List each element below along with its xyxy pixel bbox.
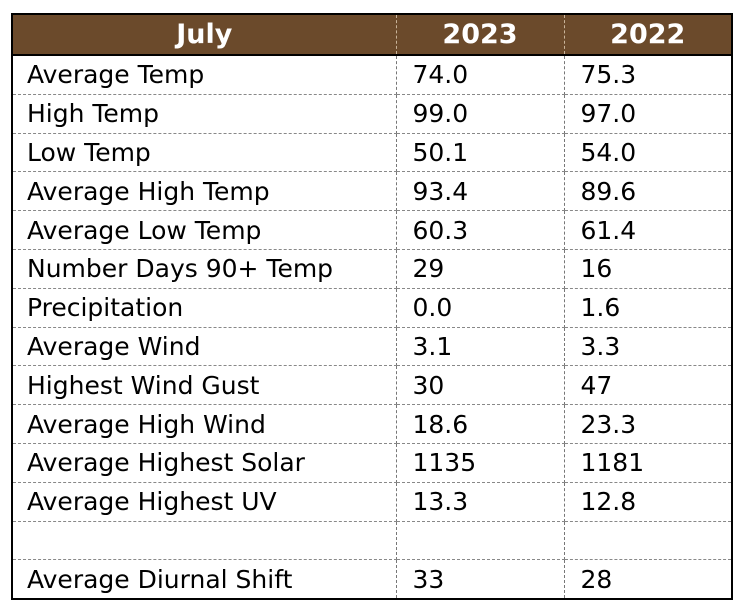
value-2022: 54.0 [563, 132, 733, 173]
header-year-2023: 2023 [395, 13, 565, 56]
metric-label [11, 520, 397, 561]
value-2023: 33 [395, 559, 565, 601]
table-row: Average Highest UV 13.3 12.8 [11, 481, 733, 522]
table-row: Highest Wind Gust 30 47 [11, 365, 733, 406]
metric-label: Average Highest UV [11, 481, 397, 522]
metric-label: Average Highest Solar [11, 442, 397, 483]
value-2023: 74.0 [395, 54, 565, 95]
value-2023: 93.4 [395, 171, 565, 212]
table-row: Precipitation 0.0 1.6 [11, 287, 733, 328]
empty-row [11, 520, 733, 561]
weather-comparison-table-container: July 2023 2022 Average Temp 74.0 75.3 Hi… [11, 13, 733, 601]
value-2023: 99.0 [395, 93, 565, 134]
metric-label: Average Temp [11, 54, 397, 95]
header-row: July 2023 2022 [11, 13, 733, 56]
value-2022: 61.4 [563, 210, 733, 250]
table-row: Low Temp 50.1 54.0 [11, 132, 733, 173]
value-2023: 50.1 [395, 132, 565, 173]
value-2023: 18.6 [395, 404, 565, 444]
metric-label: High Temp [11, 93, 397, 134]
table-row: Average Wind 3.1 3.3 [11, 326, 733, 367]
table-row: Number Days 90+ Temp 29 16 [11, 248, 733, 289]
value-2022: 16 [563, 248, 733, 289]
metric-label: Number Days 90+ Temp [11, 248, 397, 289]
value-2022: 1.6 [563, 287, 733, 328]
value-2022: 28 [563, 559, 733, 601]
table-row: High Temp 99.0 97.0 [11, 93, 733, 134]
value-2022: 1181 [563, 442, 733, 483]
value-2022: 89.6 [563, 171, 733, 212]
value-2023: 0.0 [395, 287, 565, 328]
metric-label: Precipitation [11, 287, 397, 328]
header-month: July [11, 13, 397, 56]
metric-label: Average High Wind [11, 404, 397, 444]
value-2023: 60.3 [395, 210, 565, 250]
value-2023: 13.3 [395, 481, 565, 522]
table-row: Average High Temp 93.4 89.6 [11, 171, 733, 212]
metric-label: Low Temp [11, 132, 397, 173]
value-2022: 97.0 [563, 93, 733, 134]
value-2023: 3.1 [395, 326, 565, 367]
table-row: Average High Wind 18.6 23.3 [11, 404, 733, 444]
table-row: Average Temp 74.0 75.3 [11, 54, 733, 95]
metric-label: Highest Wind Gust [11, 365, 397, 406]
metric-label: Average Diurnal Shift [11, 559, 397, 601]
table-row: Average Highest Solar 1135 1181 [11, 442, 733, 483]
value-2023: 30 [395, 365, 565, 406]
value-2023: 1135 [395, 442, 565, 483]
value-2022: 47 [563, 365, 733, 406]
value-2022: 12.8 [563, 481, 733, 522]
value-2023: 29 [395, 248, 565, 289]
metric-label: Average High Temp [11, 171, 397, 212]
value-2022 [563, 520, 733, 561]
table-row: Average Diurnal Shift 33 28 [11, 559, 733, 601]
header-year-2022: 2022 [563, 13, 733, 56]
weather-comparison-table: July 2023 2022 Average Temp 74.0 75.3 Hi… [11, 13, 733, 601]
table-row: Average Low Temp 60.3 61.4 [11, 210, 733, 250]
value-2023 [395, 520, 565, 561]
value-2022: 75.3 [563, 54, 733, 95]
value-2022: 23.3 [563, 404, 733, 444]
metric-label: Average Low Temp [11, 210, 397, 250]
metric-label: Average Wind [11, 326, 397, 367]
value-2022: 3.3 [563, 326, 733, 367]
